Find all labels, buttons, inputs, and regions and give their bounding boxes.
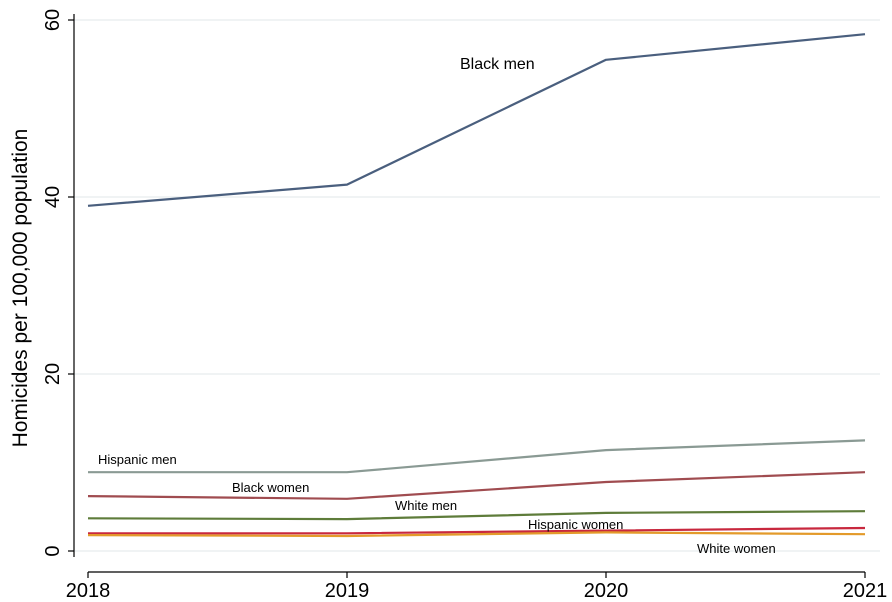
y-tick-label-0: 0	[42, 545, 64, 556]
x-tick-label-2021: 2021	[843, 580, 888, 602]
series-label-hispanic-women: Hispanic women	[528, 517, 623, 532]
x-tick-label-2020: 2020	[584, 580, 629, 602]
series-labels: Black men Hispanic men Black women White me…	[98, 56, 776, 556]
x-tick-label-2019: 2019	[325, 580, 370, 602]
series-label-white-men: White men	[395, 498, 457, 513]
series-line-hispanic-men	[88, 439, 866, 474]
series-label-white-women: White women	[697, 541, 776, 556]
y-tick-label-60: 60	[42, 9, 64, 31]
series-line-white-women	[87, 531, 866, 538]
series-line-white-men	[87, 510, 866, 521]
series-line-hispanic-women	[88, 526, 866, 535]
y-tick-label-20: 20	[42, 363, 64, 385]
axes: 0 20 40 60 2018 2019 2020 2021	[42, 9, 887, 602]
y-axis-title: Homicides per 100,000 population	[9, 129, 32, 448]
x-tick-label-2018: 2018	[66, 580, 111, 602]
series-line-black-men	[87, 33, 866, 207]
y-tick-label-40: 40	[42, 186, 64, 208]
series-label-hispanic-men: Hispanic men	[98, 452, 177, 467]
series-label-black-men: Black men	[460, 56, 535, 73]
series-label-black-women: Black women	[232, 480, 309, 495]
series-line-black-women	[87, 471, 866, 500]
series-group	[87, 33, 866, 538]
